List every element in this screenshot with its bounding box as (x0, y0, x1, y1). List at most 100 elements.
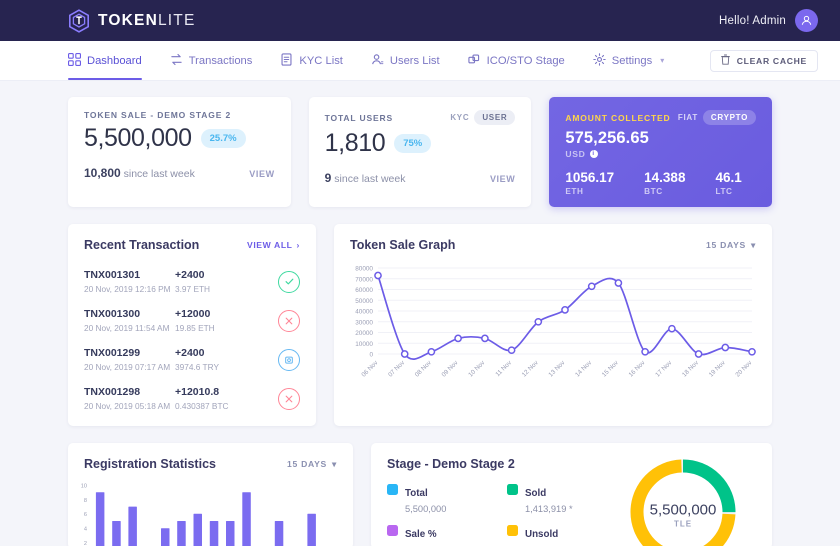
info-icon[interactable]: i (589, 150, 598, 158)
chevron-down-icon: ▾ (660, 56, 665, 65)
coin-label: ETH (565, 187, 584, 196)
chevron-down-icon: ▾ (750, 239, 756, 250)
token-sale-graph-card: Token Sale Graph 15 DAYS ▾ 80000 70000 600… (334, 224, 772, 426)
table-row[interactable]: TNX001298 20 Nov, 2019 05:18 AM +12010.8… (68, 379, 316, 418)
nav-item-settings[interactable]: Settings ▾ (579, 41, 678, 80)
stat-title: TOKEN SALE - DEMO STAGE 2 (84, 110, 232, 120)
coin-list: 1056.17 ETH 14.388 BTC 46.1 LTC (565, 170, 756, 196)
users-icon (371, 53, 384, 69)
kyc-user-toggle[interactable]: KYC USER (450, 110, 516, 125)
nav-item-label: Transactions (188, 54, 253, 67)
brand-name: TOKENLITE (98, 11, 196, 29)
coin-label: BTC (644, 187, 663, 196)
stage-card: Stage - Demo Stage 2 Total 5,500,000 Sol… (371, 443, 772, 546)
exchange-arrows-icon (170, 53, 183, 69)
brand-logo-area[interactable]: TOKENLITE (68, 8, 196, 33)
donut-unit: TLE (673, 519, 693, 528)
fiat-crypto-toggle[interactable]: FIAT CRYPTO (677, 110, 757, 125)
bar-chart: 10 8 6 4 2 (68, 481, 353, 546)
clock-circle-icon[interactable] (278, 348, 300, 371)
svg-text:10: 10 (81, 483, 87, 489)
svg-text:4: 4 (84, 527, 87, 533)
nav-item-label: Dashboard (87, 54, 142, 67)
legend-text: Total 5,500,000 (405, 483, 446, 514)
transaction-list: TNX001301 20 Nov, 2019 12:16 PM +2400 3.… (68, 262, 316, 418)
transaction-date: 20 Nov, 2019 07:17 AM (84, 362, 171, 372)
user-menu[interactable]: Hello! Admin (719, 9, 818, 32)
nav-items: Dashboard Transactions KYC List Users Li… (68, 41, 678, 80)
nav-item-label: Users List (389, 54, 440, 67)
stat-since-value: 9 (324, 171, 332, 185)
view-all-link[interactable]: VIEW ALL › (247, 240, 300, 250)
transaction-amount-cell: +2400 3974.6 TRY (175, 347, 266, 372)
transaction-currency: 0.430387 BTC (175, 401, 229, 411)
table-row[interactable]: TNX001300 20 Nov, 2019 11:54 AM +12000 1… (68, 301, 316, 340)
svg-text:17 Nov: 17 Nov (654, 359, 674, 379)
card-header: Registration Statistics 15 DAYS ▾ (68, 443, 353, 481)
stat-card-amount-collected: AMOUNT COLLECTED FIAT CRYPTO 575,256.65 … (549, 97, 773, 207)
amount-currency: USD i (565, 149, 756, 159)
clear-cache-label: CLEAR CACHE (736, 55, 807, 66)
transaction-amount: +2400 (175, 347, 205, 359)
svg-text:08 Nov: 08 Nov (414, 359, 434, 379)
donut-value: 5,500,000 (649, 501, 717, 518)
stat-footer: 10,800 since last week VIEW (84, 166, 275, 180)
legend-item: Sold 1,413,919 * (507, 483, 605, 514)
donut-center-label: 5,500,000 TLE (624, 501, 742, 528)
user-avatar-icon[interactable] (795, 9, 818, 32)
transaction-currency: 3.97 ETH (175, 284, 211, 294)
legend-label: Sold (525, 488, 547, 499)
coin-value: 14.388 (644, 170, 686, 185)
svg-text:20000: 20000 (355, 330, 373, 337)
svg-text:14 Nov: 14 Nov (574, 359, 594, 379)
view-link[interactable]: VIEW (249, 169, 275, 179)
svg-text:10 Nov: 10 Nov (467, 359, 487, 379)
svg-text:2: 2 (84, 541, 87, 546)
legend-swatch-icon (387, 484, 398, 495)
transaction-id-cell: TNX001299 20 Nov, 2019 07:17 AM (84, 347, 175, 372)
table-row[interactable]: TNX001299 20 Nov, 2019 07:17 AM +2400 39… (68, 340, 316, 379)
cross-circle-icon[interactable] (278, 309, 300, 332)
clear-cache-button[interactable]: CLEAR CACHE (709, 49, 818, 72)
card-title: Recent Transaction (84, 238, 200, 252)
amount-value: 575,256.65 (565, 129, 649, 147)
nav-item-dashboard[interactable]: Dashboard (68, 41, 156, 80)
recent-transaction-card: Recent Transaction VIEW ALL › TNX001301 … (68, 224, 316, 426)
legend-swatch-icon (507, 525, 518, 536)
registration-statistics-card: Registration Statistics 15 DAYS ▾ 10 8 6 4 2 (68, 443, 353, 546)
top-bar: TOKENLITE Hello! Admin (0, 0, 840, 41)
cross-circle-icon[interactable] (278, 387, 300, 410)
transaction-currency: 19.85 ETH (175, 323, 215, 333)
legend-text: Sale % 25.7% Sold (405, 524, 453, 546)
stat-since-label: since last week (334, 173, 406, 185)
nav-item-ico-sto-stage[interactable]: ICO/STO Stage (454, 41, 579, 80)
view-all-label: VIEW ALL (246, 240, 293, 250)
nav-item-users-list[interactable]: Users List (357, 41, 454, 80)
chevron-right-icon: › (296, 240, 300, 250)
range-selector[interactable]: 15 DAYS ▾ (287, 459, 337, 470)
toggle-option-kyc[interactable]: KYC (450, 113, 470, 122)
nav-bar: Dashboard Transactions KYC List Users Li… (0, 41, 840, 81)
view-link[interactable]: VIEW (489, 174, 516, 184)
transaction-id: TNX001301 (84, 269, 141, 281)
toggle-option-crypto[interactable]: CRYPTO (702, 110, 757, 125)
table-row[interactable]: TNX001301 20 Nov, 2019 12:16 PM +2400 3.… (68, 262, 316, 301)
stat-card-total-users: TOTAL USERS KYC USER 1,810 75% 9 since l… (308, 97, 532, 207)
stat-value: 1,810 (324, 129, 386, 157)
svg-text:10000: 10000 (355, 341, 373, 348)
coin-item: 14.388 BTC (644, 170, 685, 196)
nav-item-transactions[interactable]: Transactions (156, 41, 267, 80)
svg-text:60000: 60000 (355, 287, 373, 294)
nav-item-kyc-list[interactable]: KYC List (266, 41, 357, 80)
toggle-option-fiat[interactable]: FIAT (677, 113, 698, 122)
toggle-option-user[interactable]: USER (474, 110, 516, 125)
svg-text:70000: 70000 (355, 276, 373, 283)
transaction-id-cell: TNX001301 20 Nov, 2019 12:16 PM (84, 269, 175, 294)
mid-row: Recent Transaction VIEW ALL › TNX001301 … (68, 224, 772, 426)
check-circle-icon[interactable] (278, 270, 300, 293)
stat-footer: 9 since last week VIEW (325, 171, 516, 185)
transaction-id-cell: TNX001298 20 Nov, 2019 05:18 AM (84, 386, 175, 411)
transaction-date: 20 Nov, 2019 05:18 AM (84, 401, 171, 411)
range-selector[interactable]: 15 DAYS ▾ (706, 240, 756, 251)
